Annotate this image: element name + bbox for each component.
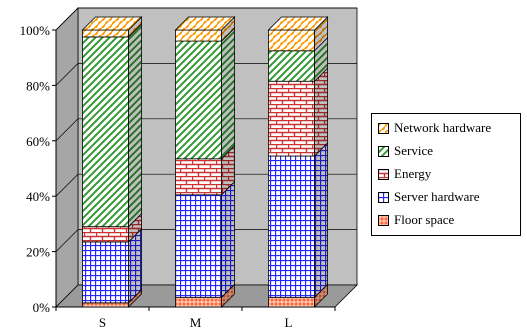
legend-swatch bbox=[378, 168, 389, 180]
gridline-side bbox=[55, 229, 79, 252]
bar-segment-service-L bbox=[268, 36, 328, 83]
bar-segment-energy-M bbox=[175, 144, 235, 196]
bar-segment-server-M bbox=[175, 180, 235, 299]
bar-segment-network-M bbox=[174, 16, 236, 43]
y-tick-label: 100% bbox=[20, 23, 51, 38]
axis bbox=[55, 30, 335, 308]
legend-item-floor: Floor space bbox=[378, 212, 454, 228]
legend-swatch bbox=[378, 145, 389, 157]
bar-segment-network-L bbox=[267, 16, 329, 52]
bars bbox=[81, 16, 329, 308]
y-axis-ticks: 0% 20% 40% 60% 80% 100% bbox=[20, 23, 56, 315]
gridline-side bbox=[55, 7, 79, 31]
gridline-side bbox=[55, 173, 79, 197]
legend-item-network: Network hardware bbox=[378, 120, 491, 136]
legend-label: Energy bbox=[394, 166, 432, 181]
x-tick-label: S bbox=[99, 315, 106, 330]
legend-label: Server hardware bbox=[394, 189, 480, 204]
bar-segment-service-S bbox=[82, 22, 142, 228]
x-tick-label: L bbox=[285, 315, 293, 330]
bar-segment-energy-S bbox=[82, 212, 142, 243]
legend-label: Network hardware bbox=[394, 120, 492, 135]
y-tick-label: 80% bbox=[26, 78, 50, 93]
legend-item-server: Server hardware bbox=[378, 189, 480, 205]
y-tick-label: 40% bbox=[26, 189, 50, 204]
side-wall bbox=[55, 7, 79, 308]
legend-item-energy: Energy bbox=[378, 166, 431, 182]
x-tick-label: M bbox=[190, 315, 202, 330]
bar-segment-floor-L bbox=[268, 283, 328, 308]
legend-swatch bbox=[378, 191, 389, 203]
legend-label: Service bbox=[394, 143, 433, 158]
legend-label: Floor space bbox=[394, 212, 455, 227]
legend-item-service: Service bbox=[378, 143, 433, 159]
y-tick-label: 0% bbox=[33, 300, 51, 315]
gridline-side bbox=[55, 118, 79, 142]
y-tick-label: 60% bbox=[26, 134, 50, 149]
bar-segment-energy-L bbox=[268, 67, 328, 158]
bar-segment-server-L bbox=[268, 142, 328, 299]
y-tick-label: 20% bbox=[26, 245, 50, 260]
bar-segment-server-S bbox=[82, 227, 142, 304]
gridline-side bbox=[55, 63, 79, 86]
bar-segment-network-S bbox=[81, 16, 143, 38]
legend: Network hardware Service Energy Server hard… bbox=[371, 113, 521, 236]
bar-segment-service-M bbox=[175, 27, 235, 160]
legend-swatch bbox=[378, 122, 389, 134]
legend-swatch bbox=[378, 214, 389, 226]
